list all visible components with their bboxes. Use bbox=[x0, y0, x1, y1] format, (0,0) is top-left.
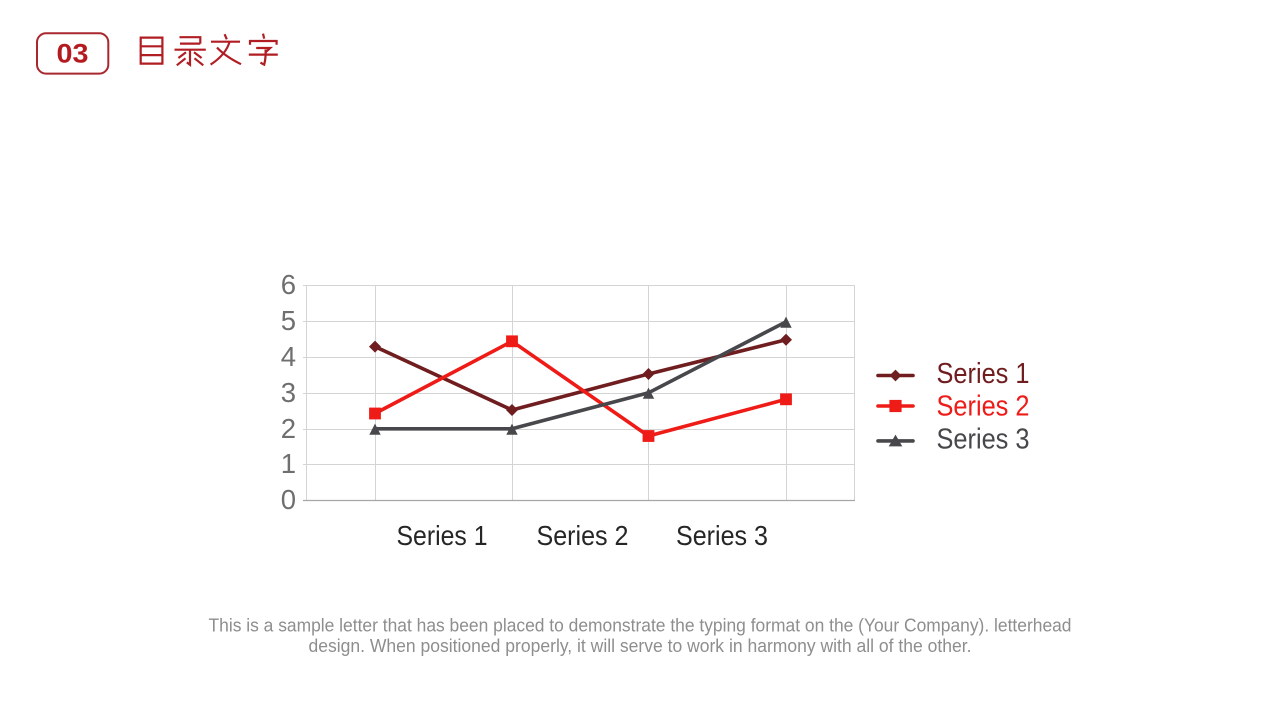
svg-text:Series 3: Series 3 bbox=[937, 423, 1030, 455]
svg-text:2: 2 bbox=[281, 413, 296, 444]
svg-text:Series 1: Series 1 bbox=[397, 520, 488, 551]
svg-text:03: 03 bbox=[57, 39, 89, 69]
svg-text:4: 4 bbox=[281, 341, 296, 372]
svg-text:6: 6 bbox=[281, 269, 296, 300]
svg-text:Series 2: Series 2 bbox=[937, 391, 1030, 423]
svg-text:1: 1 bbox=[281, 448, 296, 479]
svg-text:5: 5 bbox=[281, 305, 296, 336]
svg-text:This is a sample letter that h: This is a sample letter that has been pl… bbox=[209, 614, 1072, 635]
svg-text:3: 3 bbox=[281, 377, 296, 408]
svg-text:Series 2: Series 2 bbox=[537, 520, 629, 551]
svg-text:design. When positioned proper: design. When positioned properly, it wil… bbox=[309, 635, 972, 656]
svg-text:Series 1: Series 1 bbox=[937, 358, 1030, 390]
svg-text:0: 0 bbox=[281, 484, 296, 515]
svg-text:Series 3: Series 3 bbox=[676, 520, 768, 551]
